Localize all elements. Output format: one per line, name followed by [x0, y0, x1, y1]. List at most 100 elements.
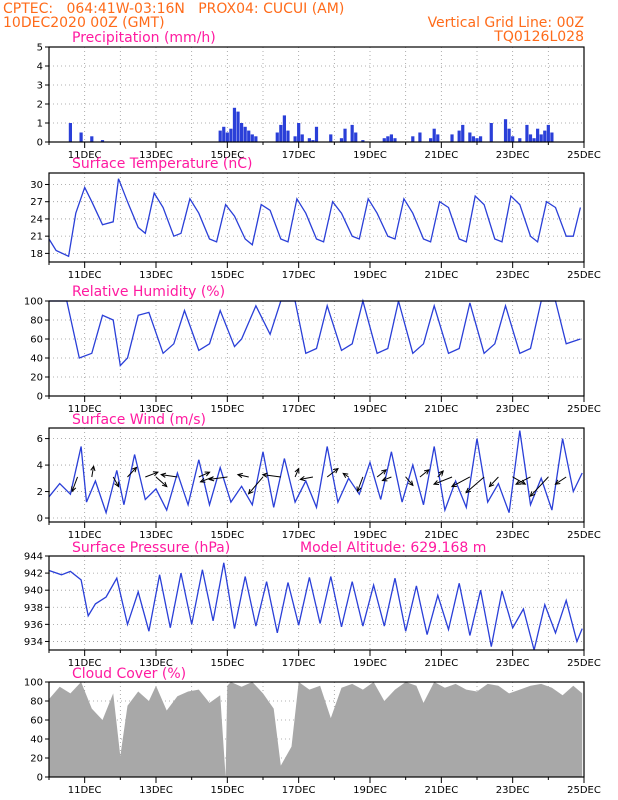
- wind-arrow-head: [554, 479, 561, 485]
- wind-arrow-head: [90, 465, 96, 472]
- precip-bar: [68, 123, 72, 142]
- precip-bar: [386, 136, 390, 142]
- y-tick-label: 60: [30, 335, 43, 346]
- precip-bar: [254, 136, 258, 142]
- precip-bar: [250, 134, 254, 142]
- x-tick-label: 17DEC: [282, 270, 316, 281]
- wind-arrow-head: [465, 487, 472, 494]
- y-tick-label: 24: [30, 214, 43, 225]
- wind-arrow: [209, 476, 228, 480]
- x-tick-label: 25DEC: [567, 658, 601, 669]
- wind-title: Surface Wind (m/s): [72, 412, 206, 428]
- wind-arrow-head: [114, 481, 120, 488]
- precip-bar: [240, 123, 244, 142]
- x-tick-label: 15DEC: [210, 150, 244, 161]
- wind-arrow: [262, 474, 281, 478]
- wind-arrow-head: [160, 472, 167, 478]
- wind-arrow: [127, 467, 137, 478]
- precipitation-title: Precipitation (mm/h): [72, 30, 216, 46]
- wind-arrow-head: [423, 469, 430, 475]
- y-tick-label: 938: [24, 603, 43, 614]
- y-tick-label: 2: [37, 487, 43, 498]
- pressure-title: Surface Pressure (hPa): [72, 540, 230, 556]
- wind-arrow: [437, 470, 444, 478]
- y-tick-label: 100: [24, 678, 43, 689]
- wind-arrow-head: [161, 481, 168, 488]
- x-tick-label: 21DEC: [424, 530, 458, 541]
- precip-bar: [329, 134, 333, 142]
- wind-arrow-head: [432, 480, 440, 485]
- wind-arrow-head: [131, 466, 138, 473]
- temperature-title: Surface Temperature (nC): [72, 156, 253, 172]
- x-tick-label: 21DEC: [424, 785, 458, 796]
- precip-bar: [436, 134, 440, 142]
- wind-arrow-head: [236, 472, 243, 479]
- model-altitude: Model Altitude: 629.168 m: [300, 540, 486, 556]
- precip-bar: [389, 134, 393, 142]
- precipitation-panel: 0 1 2 3 4 5 11DEC 13DEC 15DEC 17DEC 19DEC 21DEC 23DE…: [37, 30, 601, 161]
- wind-arrow: [112, 476, 120, 487]
- wind-arrow: [71, 476, 79, 492]
- precip-bar: [471, 136, 476, 142]
- precip-bar: [286, 130, 290, 142]
- y-tick-label: 5: [37, 43, 43, 54]
- x-tick-label: 17DEC: [282, 404, 316, 415]
- y-tick-label: 934: [24, 637, 43, 648]
- wind-arrow: [248, 476, 264, 495]
- wind-arrow-head: [529, 491, 536, 498]
- wind-arrow: [91, 466, 95, 478]
- y-tick-label: 940: [24, 586, 43, 597]
- precip-bar: [457, 130, 461, 142]
- x-tick-label: 19DEC: [353, 150, 387, 161]
- y-tick-label: 27: [30, 197, 43, 208]
- x-tick-label: 11DEC: [68, 404, 102, 415]
- precip-bar: [546, 124, 550, 142]
- x-tick-label: 23DEC: [496, 530, 530, 541]
- precip-bar: [339, 138, 344, 142]
- x-tick-label: 11DEC: [68, 150, 102, 161]
- y-tick-label: 20: [30, 754, 43, 765]
- precip-bar: [478, 136, 483, 142]
- wind-arrow-head: [381, 469, 387, 475]
- x-tick-label: 15DEC: [210, 270, 244, 281]
- precip-bar: [282, 115, 286, 142]
- wind-arrow: [326, 468, 339, 478]
- precip-bar: [279, 124, 283, 142]
- precip-bar: [503, 119, 508, 142]
- x-tick-label: 23DEC: [496, 404, 530, 415]
- wind-arrow: [161, 474, 178, 478]
- x-tick-label: 23DEC: [496, 150, 530, 161]
- precip-bar: [518, 138, 522, 142]
- x-tick-label: 13DEC: [139, 404, 173, 415]
- x-tick-label: 13DEC: [139, 658, 173, 669]
- precip-bar: [225, 132, 229, 142]
- panel-frame: [48, 46, 585, 143]
- humidity-panel: 0 20 40 60 80 100 11DEC 13DEC 15DEC 17DEC 19DEC 21D…: [24, 284, 601, 415]
- wind-arrow: [433, 476, 453, 485]
- precip-bar: [539, 134, 543, 142]
- x-tick-label: 15DEC: [210, 785, 244, 796]
- precip-bar: [543, 130, 547, 142]
- cloud-cover-title: Cloud Cover (%): [72, 666, 186, 682]
- precip-bar: [450, 134, 454, 142]
- wind-arrow: [198, 471, 210, 478]
- wind-arrow: [555, 476, 567, 485]
- wind-arrow: [237, 474, 249, 478]
- x-tick-label: 23DEC: [496, 270, 530, 281]
- x-tick-label: 15DEC: [210, 658, 244, 669]
- wind-arrow-head: [356, 486, 362, 493]
- x-tick-label: 15DEC: [210, 404, 244, 415]
- x-tick-label: 17DEC: [282, 530, 316, 541]
- wind-arrow: [515, 476, 531, 485]
- precip-bar: [311, 140, 315, 142]
- x-tick-label: 19DEC: [353, 404, 387, 415]
- series-line: [48, 178, 582, 258]
- x-tick-label: 17DEC: [282, 658, 316, 669]
- precip-bar: [79, 132, 83, 142]
- precip-bar: [418, 132, 422, 142]
- precip-bar: [382, 138, 386, 142]
- panel-frame: [48, 681, 585, 778]
- wind-arrow-head: [294, 467, 300, 474]
- precip-bar: [314, 126, 319, 142]
